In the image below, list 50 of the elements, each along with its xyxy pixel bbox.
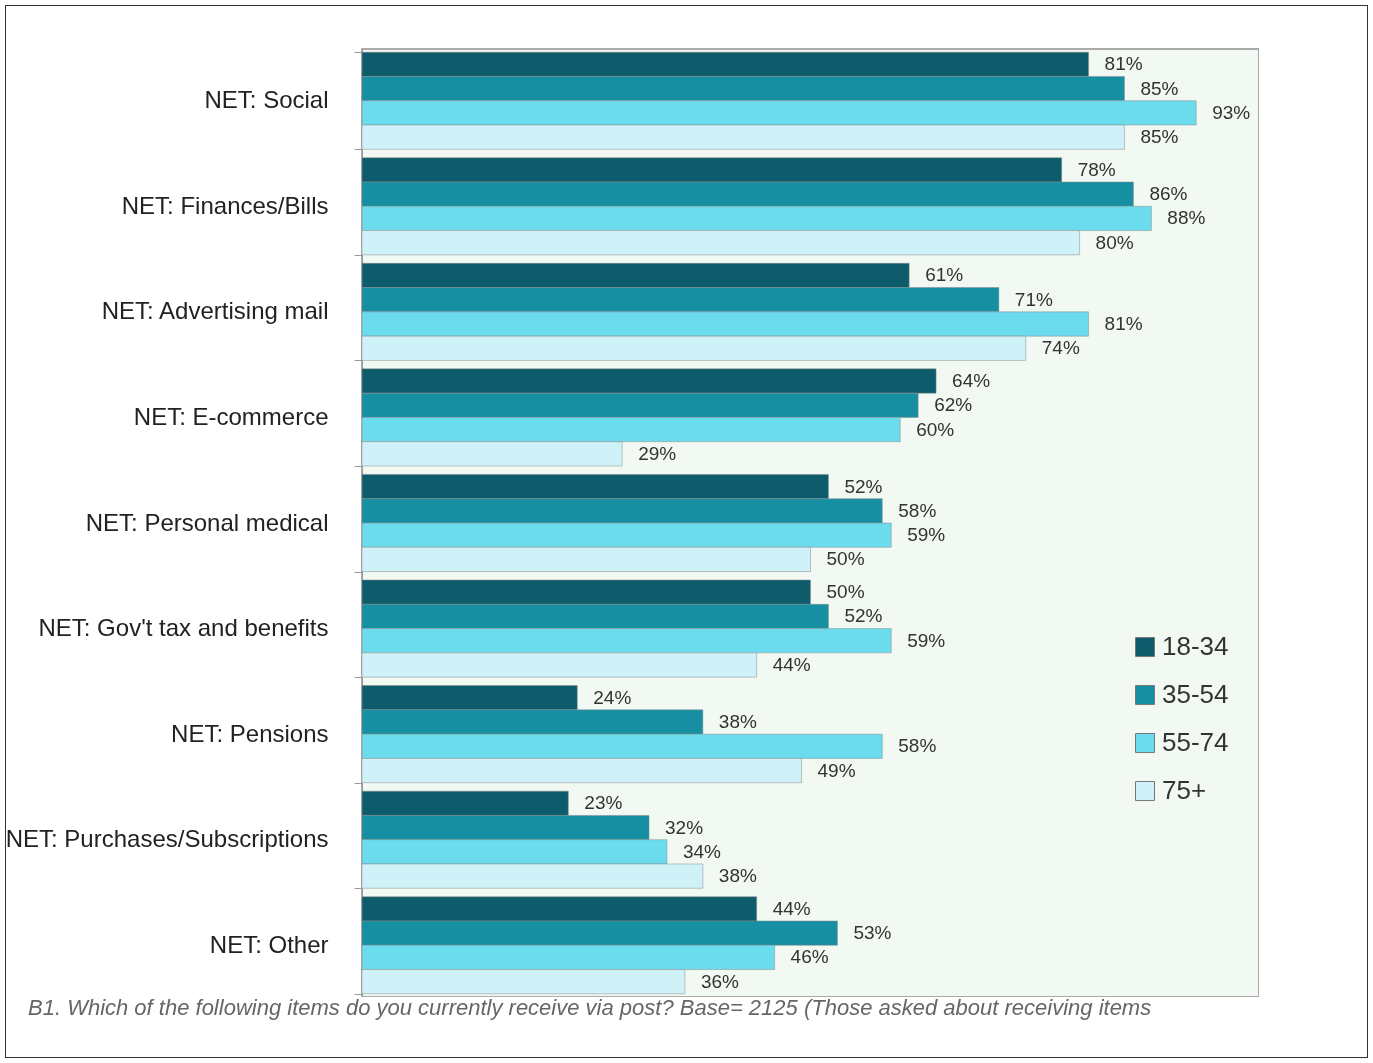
data-label: 64% — [952, 370, 991, 392]
data-label: 78% — [1077, 158, 1116, 180]
data-label: 52% — [844, 605, 883, 627]
y-tick-label: NET: E-commerce — [133, 402, 329, 430]
data-label: 32% — [665, 816, 704, 838]
data-label: 53% — [853, 922, 892, 944]
data-label: 58% — [898, 735, 937, 757]
annotation: B1. Which of the following items do you currently receive via post? Base= 2125 (Those asked about receiving items — [28, 995, 1152, 1021]
y-tick-label: NET: Pensions — [171, 719, 329, 747]
y-tick-label: NET: Finances/Bills — [121, 191, 329, 219]
y-tick-label: NET: Purchases/Subscriptions — [5, 825, 329, 853]
data-label: 49% — [817, 759, 856, 781]
data-label: 50% — [826, 581, 865, 603]
data-label: 38% — [718, 865, 757, 887]
data-label: 81% — [1104, 53, 1143, 75]
data-label: 44% — [772, 897, 811, 919]
data-label: 34% — [682, 840, 722, 862]
data-label: 36% — [700, 970, 740, 992]
data-label: 93% — [1212, 101, 1251, 123]
data-label: 24% — [593, 686, 632, 708]
data-label: 80% — [1095, 231, 1134, 253]
data-label: 85% — [1140, 77, 1179, 99]
y-tick-label: NET: Other — [209, 930, 329, 958]
legend-label: 75+ — [1162, 775, 1207, 805]
data-label: 85% — [1140, 126, 1179, 148]
data-label: 44% — [772, 653, 811, 675]
data-label: 60% — [916, 418, 955, 440]
legend-label: 55-74 — [1162, 727, 1229, 757]
legend-label: 35-54 — [1162, 679, 1229, 709]
y-tick-label: NET: Gov't tax and benefits — [38, 614, 329, 642]
data-label: 86% — [1149, 183, 1188, 205]
data-label: 58% — [898, 499, 937, 521]
data-label: 52% — [844, 475, 883, 497]
data-label: 29% — [638, 442, 677, 464]
data-label: 88% — [1167, 207, 1206, 229]
y-tick-label: NET: Personal medical — [85, 508, 329, 536]
data-label: 46% — [790, 946, 829, 968]
y-tick-label: NET: Advertising mail — [101, 297, 329, 325]
data-label: 81% — [1104, 313, 1143, 334]
data-label: 38% — [718, 711, 757, 732]
data-label: 59% — [907, 629, 946, 651]
data-label: 71% — [1014, 288, 1053, 310]
data-label: 74% — [1041, 337, 1080, 359]
y-tick-label: NET: Social — [204, 86, 329, 114]
data-label: 62% — [934, 394, 973, 416]
legend-label: 18-34 — [1162, 631, 1229, 661]
data-label: 50% — [826, 548, 865, 570]
data-label: 61% — [925, 264, 964, 286]
data-label: 59% — [907, 524, 946, 546]
data-label: 23% — [584, 792, 623, 814]
